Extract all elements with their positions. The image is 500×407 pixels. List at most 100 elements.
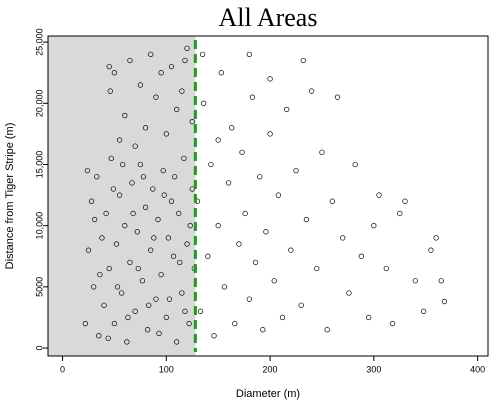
point	[161, 192, 167, 198]
point	[110, 186, 117, 192]
point	[148, 51, 154, 58]
point	[150, 186, 156, 192]
point	[397, 210, 403, 217]
point	[428, 247, 434, 253]
point	[91, 284, 97, 290]
point	[267, 76, 273, 82]
point	[148, 247, 154, 253]
point	[137, 82, 144, 88]
point	[158, 70, 164, 76]
point	[106, 63, 112, 70]
point	[402, 198, 408, 204]
point	[84, 167, 91, 174]
point	[132, 143, 138, 149]
point	[119, 290, 125, 296]
point	[324, 327, 330, 333]
x-tick-label: 400	[470, 364, 485, 374]
point	[127, 57, 133, 64]
point	[92, 216, 98, 223]
x-tick-label: 0	[60, 364, 65, 374]
point	[158, 271, 164, 278]
point	[176, 210, 182, 217]
y-axis-label: Distance from Tiger Stripe (m)	[4, 123, 16, 270]
point	[179, 290, 185, 296]
point	[186, 320, 192, 327]
point	[113, 241, 120, 247]
point	[156, 330, 162, 337]
point	[120, 161, 126, 168]
point	[275, 192, 282, 198]
point	[155, 216, 161, 223]
point	[358, 253, 365, 259]
point	[140, 174, 147, 180]
point	[288, 247, 294, 253]
x-tick-label: 100	[159, 364, 174, 374]
point	[166, 296, 173, 302]
point	[171, 174, 178, 180]
point	[303, 216, 310, 223]
point	[284, 106, 290, 113]
point	[184, 45, 190, 51]
point	[229, 125, 235, 131]
point	[211, 333, 217, 339]
point	[260, 327, 266, 333]
y-tick-label: 25,000	[34, 28, 44, 56]
point	[153, 296, 159, 302]
point	[139, 278, 146, 284]
point	[242, 210, 248, 217]
point	[111, 320, 118, 327]
point	[101, 302, 107, 308]
point	[122, 223, 128, 229]
point	[438, 278, 444, 284]
point	[215, 137, 221, 143]
point	[116, 137, 123, 143]
point	[201, 100, 207, 106]
point	[319, 149, 325, 155]
point	[168, 198, 175, 204]
point	[111, 70, 118, 76]
point	[88, 198, 95, 204]
point	[187, 223, 193, 229]
point	[99, 235, 105, 241]
point	[334, 94, 341, 100]
point	[421, 308, 427, 314]
point	[184, 241, 190, 247]
point	[144, 327, 151, 333]
point	[116, 192, 123, 198]
point	[85, 247, 92, 253]
point	[239, 149, 245, 155]
point	[153, 94, 159, 100]
point	[105, 335, 111, 341]
point	[199, 51, 206, 58]
point	[279, 314, 286, 321]
point	[174, 106, 180, 113]
point	[366, 314, 372, 321]
point	[122, 112, 128, 119]
point	[252, 259, 259, 266]
point	[127, 259, 133, 266]
point	[134, 229, 140, 235]
point	[163, 131, 169, 137]
point	[107, 88, 113, 94]
point	[346, 290, 352, 296]
point	[314, 265, 320, 272]
point	[246, 296, 252, 302]
y-tick-label: 10,000	[34, 212, 44, 240]
point	[108, 155, 114, 162]
y-tick-label: 20,000	[34, 90, 44, 118]
point	[225, 180, 232, 186]
point	[146, 302, 152, 308]
point	[106, 265, 112, 272]
point	[412, 278, 419, 284]
point	[94, 174, 100, 180]
point	[182, 308, 188, 314]
point	[114, 284, 121, 290]
point	[376, 192, 382, 198]
point	[151, 235, 157, 241]
point	[125, 314, 131, 321]
point	[433, 235, 439, 241]
point	[208, 161, 214, 168]
point	[142, 125, 149, 131]
point	[103, 210, 109, 217]
